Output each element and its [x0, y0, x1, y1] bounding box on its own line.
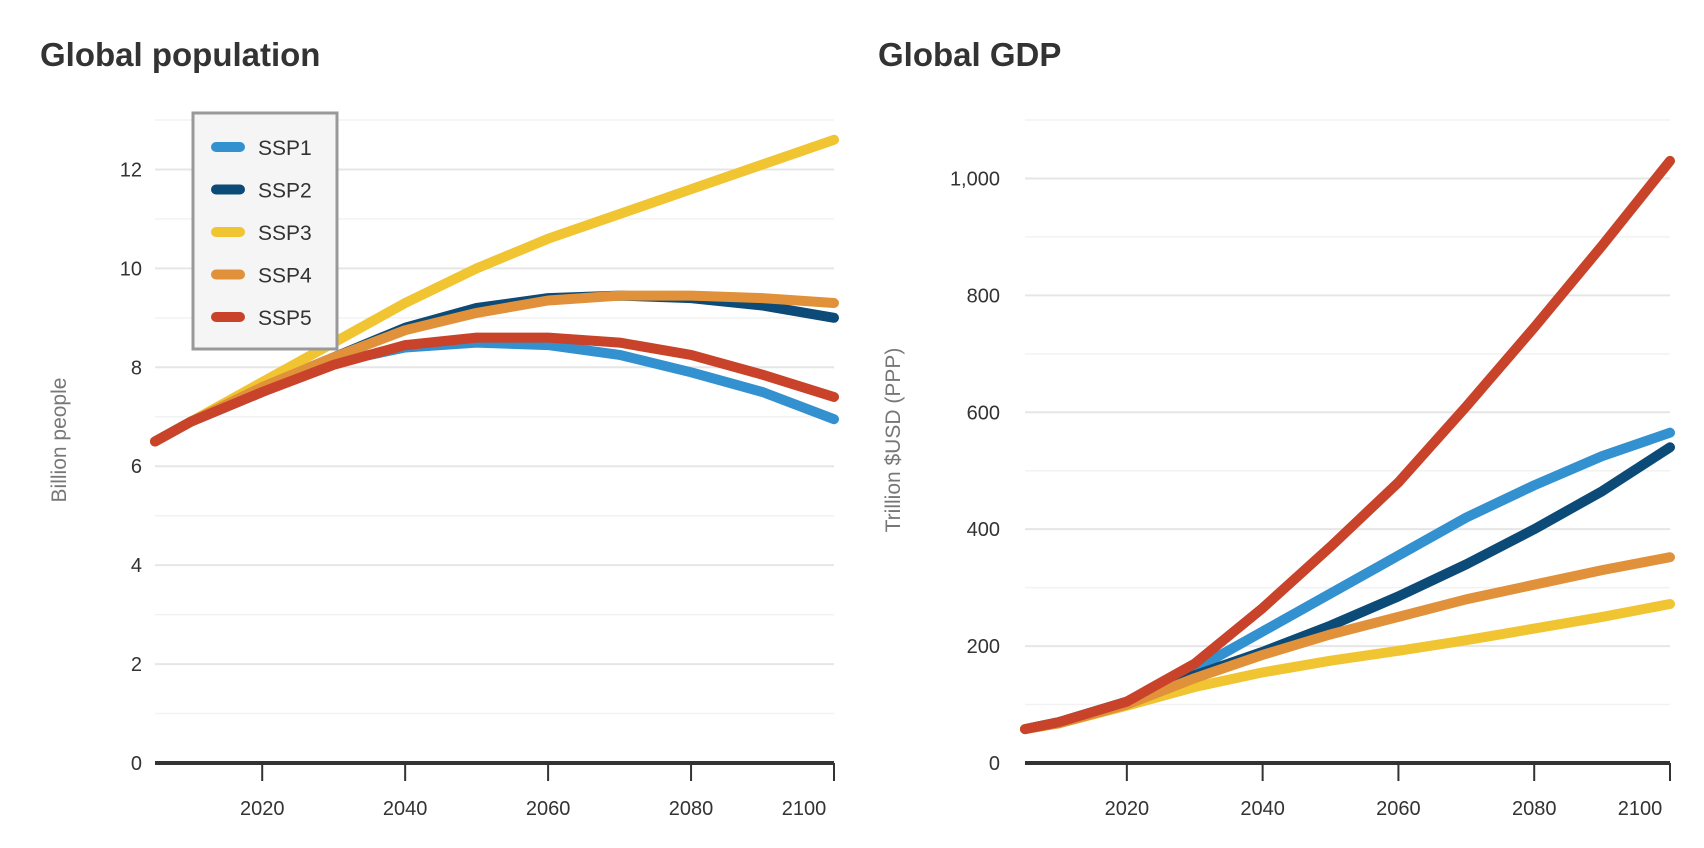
y-tick-label: 400 — [967, 519, 1000, 541]
chart-title: Global GDP — [878, 36, 1061, 73]
x-tick-label: 2040 — [1240, 798, 1285, 820]
x-tick-label: 2060 — [526, 798, 571, 820]
legend-label: SSP5 — [258, 307, 312, 330]
x-tick-label: 2020 — [240, 798, 285, 820]
y-tick-label: 8 — [131, 357, 142, 379]
x-tick-label: 2080 — [1512, 798, 1557, 820]
legend-label: SSP2 — [258, 180, 312, 203]
legend-label: SSP1 — [258, 137, 312, 160]
series-line-ssp5 — [1020, 155, 1675, 735]
y-tick-label: 200 — [967, 636, 1000, 658]
series-line-ssp5 — [150, 332, 839, 447]
x-tick-label: 2020 — [1105, 798, 1150, 820]
gdp-chart: Global GDP 0 200 400 600 800 1,000 Trillion $US… — [878, 36, 1675, 820]
y-tick-label: 0 — [131, 753, 142, 775]
y-tick-label: 4 — [131, 555, 142, 577]
y-tick-label: 800 — [967, 285, 1000, 307]
y-tick-label: 10 — [120, 258, 142, 280]
legend-label: SSP4 — [258, 265, 312, 288]
y-tick-label: 12 — [120, 159, 142, 181]
population-chart: Global population 0 2 4 6 8 10 12 Billion people… — [40, 36, 839, 820]
y-axis-label: Trillion $USD (PPP) — [882, 348, 905, 533]
y-tick-label: 0 — [989, 753, 1000, 775]
y-tick-label: 6 — [131, 456, 142, 478]
legend: SSP1 SSP2 SSP3 SSP4 SSP5 — [191, 111, 339, 351]
y-tick-label: 2 — [131, 654, 142, 676]
x-tick-label: 2100 — [782, 798, 827, 820]
x-tick-label: 2060 — [1376, 798, 1421, 820]
x-tick-label: 2100 — [1618, 798, 1663, 820]
chart-title: Global population — [40, 36, 320, 73]
y-axis-label: Billion people — [48, 378, 71, 503]
y-tick-label: 600 — [967, 402, 1000, 424]
legend-label: SSP3 — [258, 222, 312, 245]
x-tick-label: 2040 — [383, 798, 428, 820]
x-tick-label: 2080 — [669, 798, 714, 820]
y-tick-label: 1,000 — [950, 168, 1000, 190]
